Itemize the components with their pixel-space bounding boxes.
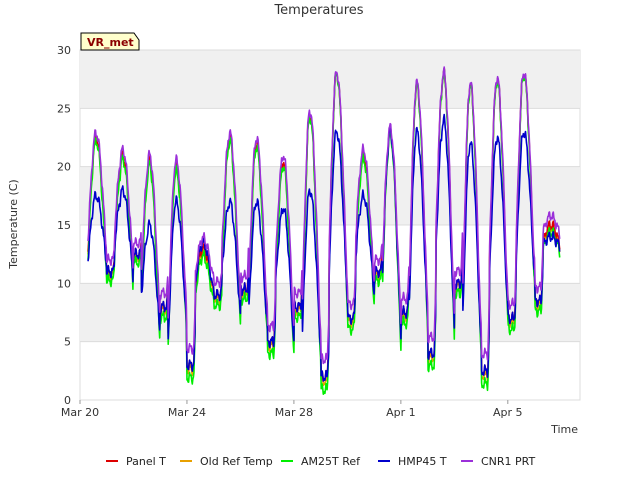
legend-label: Old Ref Temp — [200, 455, 273, 468]
legend-label: Panel T — [126, 455, 166, 468]
x-tick-label: Mar 20 — [61, 406, 99, 419]
series-layer — [87, 66, 561, 395]
y-tick-label: 30 — [57, 44, 71, 57]
legend-label: HMP45 T — [398, 455, 447, 468]
y-tick-label: 20 — [57, 161, 71, 174]
series-line-cnr1-prt — [87, 66, 561, 365]
y-tick-label: 0 — [64, 394, 71, 407]
x-tick-label: Mar 24 — [168, 406, 206, 419]
legend-label: AM25T Ref — [301, 455, 361, 468]
legend: Panel T Old Ref Temp AM25T Ref HMP45 T CNR1 … — [106, 455, 536, 468]
site-tag-box — [80, 32, 140, 51]
y-tick-label: 5 — [64, 336, 71, 349]
x-tick-label: Apr 5 — [493, 406, 523, 419]
chart-title: Temperatures — [273, 3, 363, 18]
site-tag-label: VR_met — [87, 36, 134, 49]
site-tag: VR_met — [80, 32, 140, 51]
y-tick-label: 10 — [57, 277, 71, 290]
x-tick-label: Apr 1 — [386, 406, 416, 419]
y-axis: 0 5 10 15 20 25 30 — [57, 44, 71, 407]
y-axis-label: Temperature (C) — [7, 179, 20, 269]
y-tick-label: 15 — [57, 219, 71, 232]
legend-label: CNR1 PRT — [481, 455, 536, 468]
grid-band — [80, 50, 580, 109]
x-axis: Mar 20 Mar 24 Mar 28 Apr 1 Apr 5 — [61, 400, 523, 419]
grid-band — [80, 283, 580, 342]
x-axis-label: Time — [550, 423, 578, 436]
y-tick-label: 25 — [57, 102, 71, 115]
x-tick-label: Mar 28 — [275, 406, 313, 419]
